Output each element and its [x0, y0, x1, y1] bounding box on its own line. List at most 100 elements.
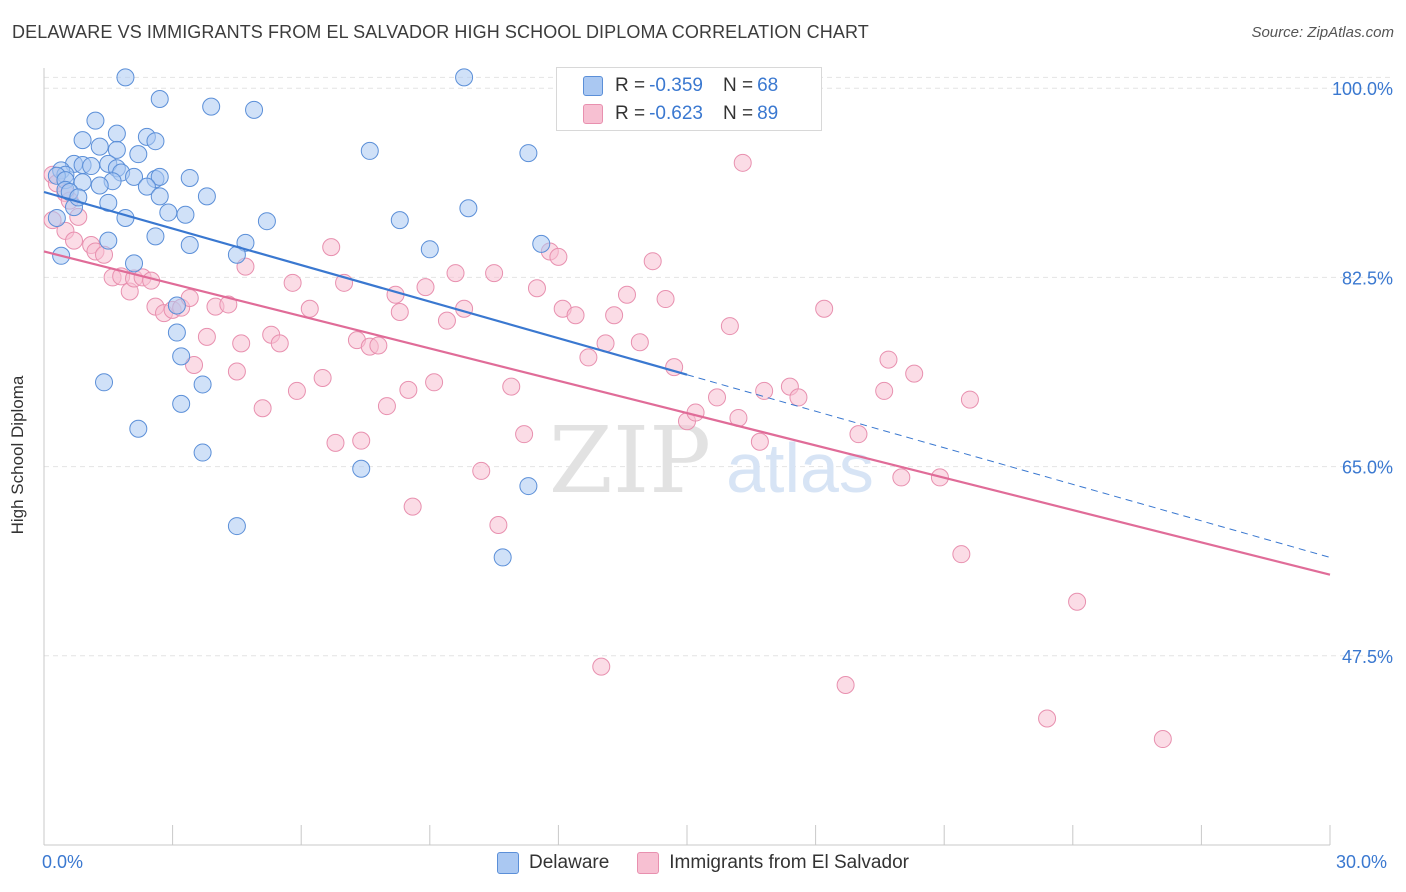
- data-point-delaware: [167, 323, 186, 342]
- data-point-salvador: [326, 433, 345, 452]
- data-point-delaware: [86, 111, 105, 130]
- data-point-delaware: [159, 203, 178, 222]
- data-point-salvador: [515, 425, 534, 444]
- data-point-salvador: [1068, 592, 1087, 611]
- data-point-salvador: [755, 381, 774, 400]
- data-point-salvador: [283, 273, 302, 292]
- data-point-delaware: [150, 167, 169, 186]
- data-point-salvador: [270, 334, 289, 353]
- data-point-salvador: [472, 461, 491, 480]
- x-tick-max: 30.0%: [1336, 852, 1388, 872]
- data-point-delaware: [193, 375, 212, 394]
- data-point-salvador: [377, 397, 396, 416]
- data-point-delaware: [519, 477, 538, 496]
- data-point-delaware: [129, 145, 148, 164]
- data-point-salvador: [789, 388, 808, 407]
- data-point-salvador: [253, 399, 272, 418]
- data-point-salvador: [65, 231, 84, 250]
- data-point-salvador: [446, 264, 465, 283]
- data-point-delaware: [137, 177, 156, 196]
- data-point-salvador: [905, 364, 924, 383]
- n-label: N =: [722, 75, 754, 96]
- data-point-salvador: [1153, 730, 1172, 749]
- n-value-salvador: 89: [757, 103, 779, 124]
- r-label: R =: [615, 75, 646, 96]
- data-point-delaware: [455, 68, 474, 87]
- data-point-salvador: [390, 303, 409, 322]
- data-point-delaware: [532, 234, 551, 253]
- axes: [43, 68, 1331, 846]
- data-point-salvador: [656, 290, 675, 309]
- data-point-salvador: [875, 381, 894, 400]
- data-point-delaware: [150, 187, 169, 206]
- data-point-salvador: [322, 238, 341, 257]
- series-legend: Delaware Immigrants from El Salvador: [0, 852, 1406, 874]
- data-point-delaware: [390, 211, 409, 230]
- data-point-delaware: [82, 157, 101, 176]
- stats-legend: R = -0.359 N = 68 R = -0.623 N = 89: [556, 67, 822, 131]
- y-axis-label: High School Diploma: [8, 375, 27, 535]
- data-point-salvador: [592, 657, 611, 676]
- legend-item-delaware[interactable]: Delaware: [497, 852, 609, 874]
- data-point-delaware: [125, 167, 144, 186]
- data-point-delaware: [493, 548, 512, 567]
- r-label: R =: [615, 103, 646, 124]
- data-point-salvador: [527, 279, 546, 298]
- data-point-salvador: [437, 311, 456, 330]
- data-point-salvador: [617, 285, 636, 304]
- data-point-salvador: [300, 299, 319, 318]
- data-point-salvador: [197, 327, 216, 346]
- data-point-delaware: [176, 205, 195, 224]
- data-point-delaware: [146, 227, 165, 246]
- data-point-delaware: [180, 235, 199, 254]
- watermark: ZIP atlas: [549, 407, 874, 514]
- data-point-salvador: [815, 299, 834, 318]
- n-label: N =: [722, 103, 754, 124]
- data-point-salvador: [960, 390, 979, 409]
- data-point-delaware: [197, 187, 216, 206]
- data-point-delaware: [172, 394, 191, 413]
- data-point-salvador: [399, 380, 418, 399]
- data-point-salvador: [720, 317, 739, 336]
- data-point-salvador: [425, 373, 444, 392]
- data-point-salvador: [1038, 709, 1057, 728]
- data-point-delaware: [202, 97, 221, 116]
- data-point-salvador: [416, 278, 435, 297]
- data-point-delaware: [129, 419, 148, 438]
- data-point-salvador: [708, 388, 727, 407]
- data-point-salvador: [219, 295, 238, 314]
- data-point-delaware: [146, 132, 165, 151]
- data-point-salvador: [892, 468, 911, 487]
- data-point-salvador: [630, 333, 649, 352]
- data-point-delaware: [150, 90, 169, 109]
- series-delaware-points: [47, 68, 551, 567]
- salvador-legend-swatch: [637, 852, 660, 874]
- y-tick-label: 100.0%: [1332, 79, 1393, 99]
- data-point-delaware: [519, 144, 538, 163]
- data-point-delaware: [360, 141, 379, 160]
- stats-row-salvador: R = -0.623 N = 89: [583, 101, 778, 127]
- data-point-salvador: [185, 355, 204, 374]
- data-point-delaware: [172, 347, 191, 366]
- data-point-salvador: [489, 515, 508, 534]
- data-point-delaware: [107, 124, 126, 143]
- y-tick-label: 82.5%: [1342, 268, 1393, 288]
- data-point-delaware: [167, 296, 186, 315]
- data-point-salvador: [686, 403, 705, 422]
- legend-label-salvador: Immigrants from El Salvador: [669, 852, 909, 873]
- delaware-legend-swatch: [497, 852, 520, 874]
- data-point-salvador: [485, 264, 504, 283]
- data-point-delaware: [227, 517, 246, 536]
- data-point-salvador: [566, 306, 585, 325]
- salvador-swatch: [583, 104, 603, 124]
- data-point-salvador: [579, 348, 598, 367]
- data-point-salvador: [605, 306, 624, 325]
- data-point-delaware: [352, 459, 371, 478]
- data-point-salvador: [733, 153, 752, 172]
- data-point-salvador: [952, 545, 971, 564]
- data-point-delaware: [116, 68, 135, 87]
- trend-lines: [43, 190, 1331, 576]
- data-point-delaware: [257, 212, 276, 231]
- legend-item-salvador[interactable]: Immigrants from El Salvador: [637, 852, 909, 874]
- data-point-delaware: [180, 168, 199, 187]
